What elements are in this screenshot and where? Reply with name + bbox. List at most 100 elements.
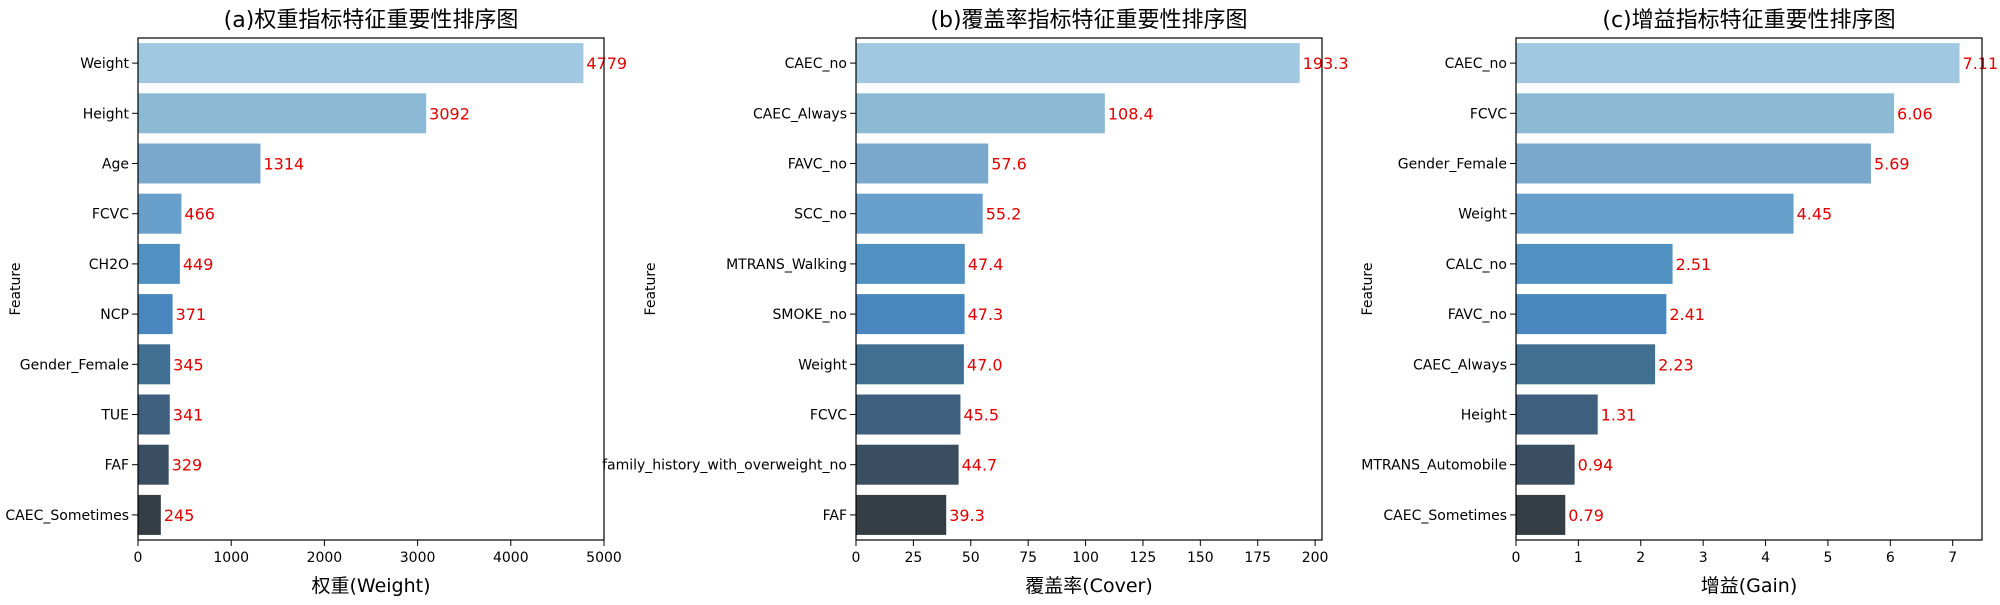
data-label: 449 bbox=[183, 255, 214, 274]
category-label: SCC_no bbox=[794, 207, 847, 223]
x-tick-label: 2000 bbox=[307, 550, 343, 566]
data-label: 371 bbox=[176, 305, 207, 324]
category-label: Height bbox=[1461, 408, 1508, 424]
bar bbox=[856, 93, 1105, 134]
x-tick-label: 4000 bbox=[493, 550, 529, 566]
bar bbox=[1516, 344, 1656, 385]
bar bbox=[138, 344, 171, 385]
bar bbox=[856, 43, 1300, 84]
data-label: 108.4 bbox=[1108, 104, 1154, 123]
bar bbox=[1516, 93, 1895, 134]
bar bbox=[856, 294, 965, 335]
x-tick-label: 0 bbox=[1512, 550, 1521, 566]
category-label: Weight bbox=[798, 357, 847, 373]
x-tick-label: 5000 bbox=[586, 550, 622, 566]
category-label: CAEC_Sometimes bbox=[5, 508, 129, 524]
data-label: 0.79 bbox=[1568, 506, 1604, 525]
data-label: 341 bbox=[173, 406, 204, 425]
data-label: 44.7 bbox=[962, 456, 998, 475]
data-label: 2.51 bbox=[1676, 255, 1712, 274]
x-tick-label: 5 bbox=[1823, 550, 1832, 566]
bar bbox=[138, 294, 173, 335]
category-label: Weight bbox=[1458, 207, 1507, 223]
category-label: FCVC bbox=[92, 207, 129, 223]
plot-frame bbox=[137, 37, 605, 541]
category-label: Weight bbox=[80, 56, 129, 72]
chart-title: (a)权重指标特征重要性排序图 bbox=[224, 8, 519, 33]
bar bbox=[138, 444, 169, 485]
bar bbox=[856, 193, 983, 234]
chart-panel-1: (a)权重指标特征重要性排序图 Weight 4779 Height 3092 Age 13… bbox=[5, 8, 627, 597]
chart-title: (c)增益指标特征重要性排序图 bbox=[1602, 8, 1895, 33]
category-label: CAEC_no bbox=[785, 56, 847, 72]
x-tick-label: 200 bbox=[1302, 550, 1329, 566]
x-tick-label: 1000 bbox=[213, 550, 249, 566]
category-label: Gender_Female bbox=[1398, 157, 1507, 173]
category-label: CAEC_no bbox=[1445, 56, 1507, 72]
category-label: Gender_Female bbox=[20, 357, 129, 373]
x-tick-label: 150 bbox=[1187, 550, 1214, 566]
y-axis-label: Feature bbox=[643, 263, 659, 316]
bar bbox=[138, 243, 180, 284]
bar bbox=[1516, 43, 1960, 84]
y-axis-label: Feature bbox=[1360, 263, 1376, 316]
data-label: 245 bbox=[164, 506, 195, 525]
data-label: 4.45 bbox=[1797, 205, 1833, 224]
x-tick-label: 75 bbox=[1019, 550, 1037, 566]
category-label: MTRANS_Automobile bbox=[1361, 458, 1507, 474]
chart-title: (b)覆盖率指标特征重要性排序图 bbox=[930, 8, 1247, 33]
data-label: 1.31 bbox=[1601, 406, 1637, 425]
data-label: 193.3 bbox=[1303, 54, 1349, 73]
chart-panel-2: (b)覆盖率指标特征重要性排序图 CAEC_no 193.3 CAEC_Always 1… bbox=[602, 8, 1348, 597]
data-label: 47.4 bbox=[968, 255, 1004, 274]
x-tick-label: 100 bbox=[1072, 550, 1099, 566]
x-tick-label: 0 bbox=[134, 550, 143, 566]
data-label: 6.06 bbox=[1897, 104, 1933, 123]
x-axis-label: 权重(Weight) bbox=[311, 575, 430, 597]
x-tick-label: 0 bbox=[852, 550, 861, 566]
category-label: Age bbox=[102, 157, 129, 173]
category-label: CAEC_Always bbox=[753, 106, 847, 122]
data-label: 3092 bbox=[429, 104, 470, 123]
data-label: 329 bbox=[172, 456, 203, 475]
category-label: CALC_no bbox=[1446, 257, 1507, 273]
data-label: 2.23 bbox=[1658, 355, 1694, 374]
category-label: FAVC_no bbox=[788, 157, 847, 173]
category-label: FAF bbox=[823, 508, 847, 524]
bar bbox=[856, 243, 965, 284]
bar bbox=[1516, 243, 1673, 284]
category-label: TUE bbox=[100, 408, 129, 424]
x-tick-label: 25 bbox=[904, 550, 922, 566]
category-label: CH2O bbox=[89, 257, 129, 273]
category-label: Height bbox=[83, 106, 130, 122]
bar bbox=[1516, 494, 1566, 535]
data-label: 2.41 bbox=[1669, 305, 1705, 324]
data-label: 45.5 bbox=[963, 406, 999, 425]
x-tick-label: 6 bbox=[1886, 550, 1895, 566]
category-label: FAF bbox=[105, 458, 129, 474]
data-label: 7.11 bbox=[1963, 54, 1999, 73]
category-label: FCVC bbox=[810, 408, 847, 424]
category-label: NCP bbox=[100, 307, 129, 323]
data-label: 4779 bbox=[586, 54, 627, 73]
x-tick-label: 125 bbox=[1130, 550, 1157, 566]
bar bbox=[1516, 394, 1598, 435]
x-tick-label: 1 bbox=[1574, 550, 1583, 566]
data-label: 466 bbox=[184, 205, 215, 224]
bar bbox=[1516, 294, 1667, 335]
x-axis-label: 覆盖率(Cover) bbox=[1025, 575, 1152, 597]
plot-frame bbox=[855, 37, 1323, 541]
x-tick-label: 175 bbox=[1244, 550, 1271, 566]
x-axis-label: 增益(Gain) bbox=[1701, 575, 1798, 597]
x-tick-label: 4 bbox=[1761, 550, 1770, 566]
x-tick-label: 3000 bbox=[400, 550, 436, 566]
category-label: CAEC_Always bbox=[1413, 357, 1507, 373]
data-label: 345 bbox=[173, 355, 204, 374]
plot-frame bbox=[1515, 37, 1983, 541]
category-label: CAEC_Sometimes bbox=[1383, 508, 1507, 524]
bar bbox=[138, 43, 584, 84]
category-label: MTRANS_Walking bbox=[726, 257, 847, 273]
bar bbox=[1516, 193, 1794, 234]
category-label: SMOKE_no bbox=[773, 307, 847, 323]
